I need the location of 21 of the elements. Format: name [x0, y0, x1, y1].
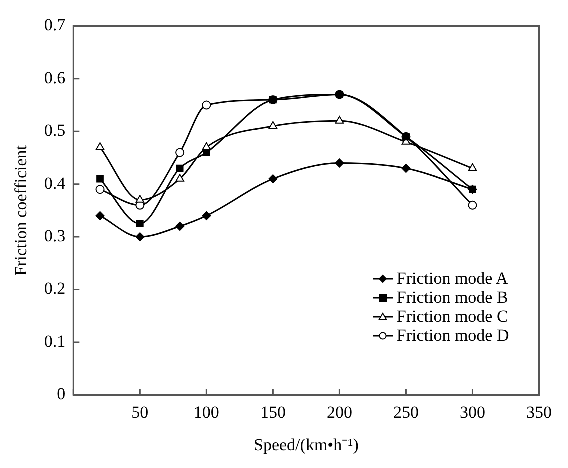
y-tick-label: 0.7 [44, 16, 66, 35]
legend-label: Friction mode C [396, 307, 508, 326]
y-tick-label: 0.2 [44, 279, 66, 298]
legend-label: Friction mode D [396, 326, 510, 346]
legend-label: Friction mode B [396, 288, 508, 308]
y-tick-label: 0.3 [44, 226, 66, 246]
y-tick-label: 0.6 [44, 68, 66, 88]
x-tick-label: 50 [132, 402, 149, 422]
y-tick-label: 0.5 [44, 121, 66, 140]
x-tick-label: 200 [326, 402, 352, 422]
y-axis-title: Friction coefficient [12, 145, 31, 276]
x-axis-title: Speed/(km•h⁻¹) [254, 435, 359, 454]
legend-label: Friction mode A [396, 269, 508, 288]
x-tick-label: 100 [194, 402, 220, 422]
x-tick-label: 150 [260, 402, 286, 422]
y-tick-label: 0 [57, 384, 66, 404]
x-tick-label: 300 [460, 402, 486, 422]
x-tick-label: 350 [526, 402, 552, 422]
y-tick-label: 0.1 [44, 332, 66, 351]
y-tick-label: 0.4 [44, 174, 66, 193]
x-tick-label: 250 [393, 402, 419, 422]
